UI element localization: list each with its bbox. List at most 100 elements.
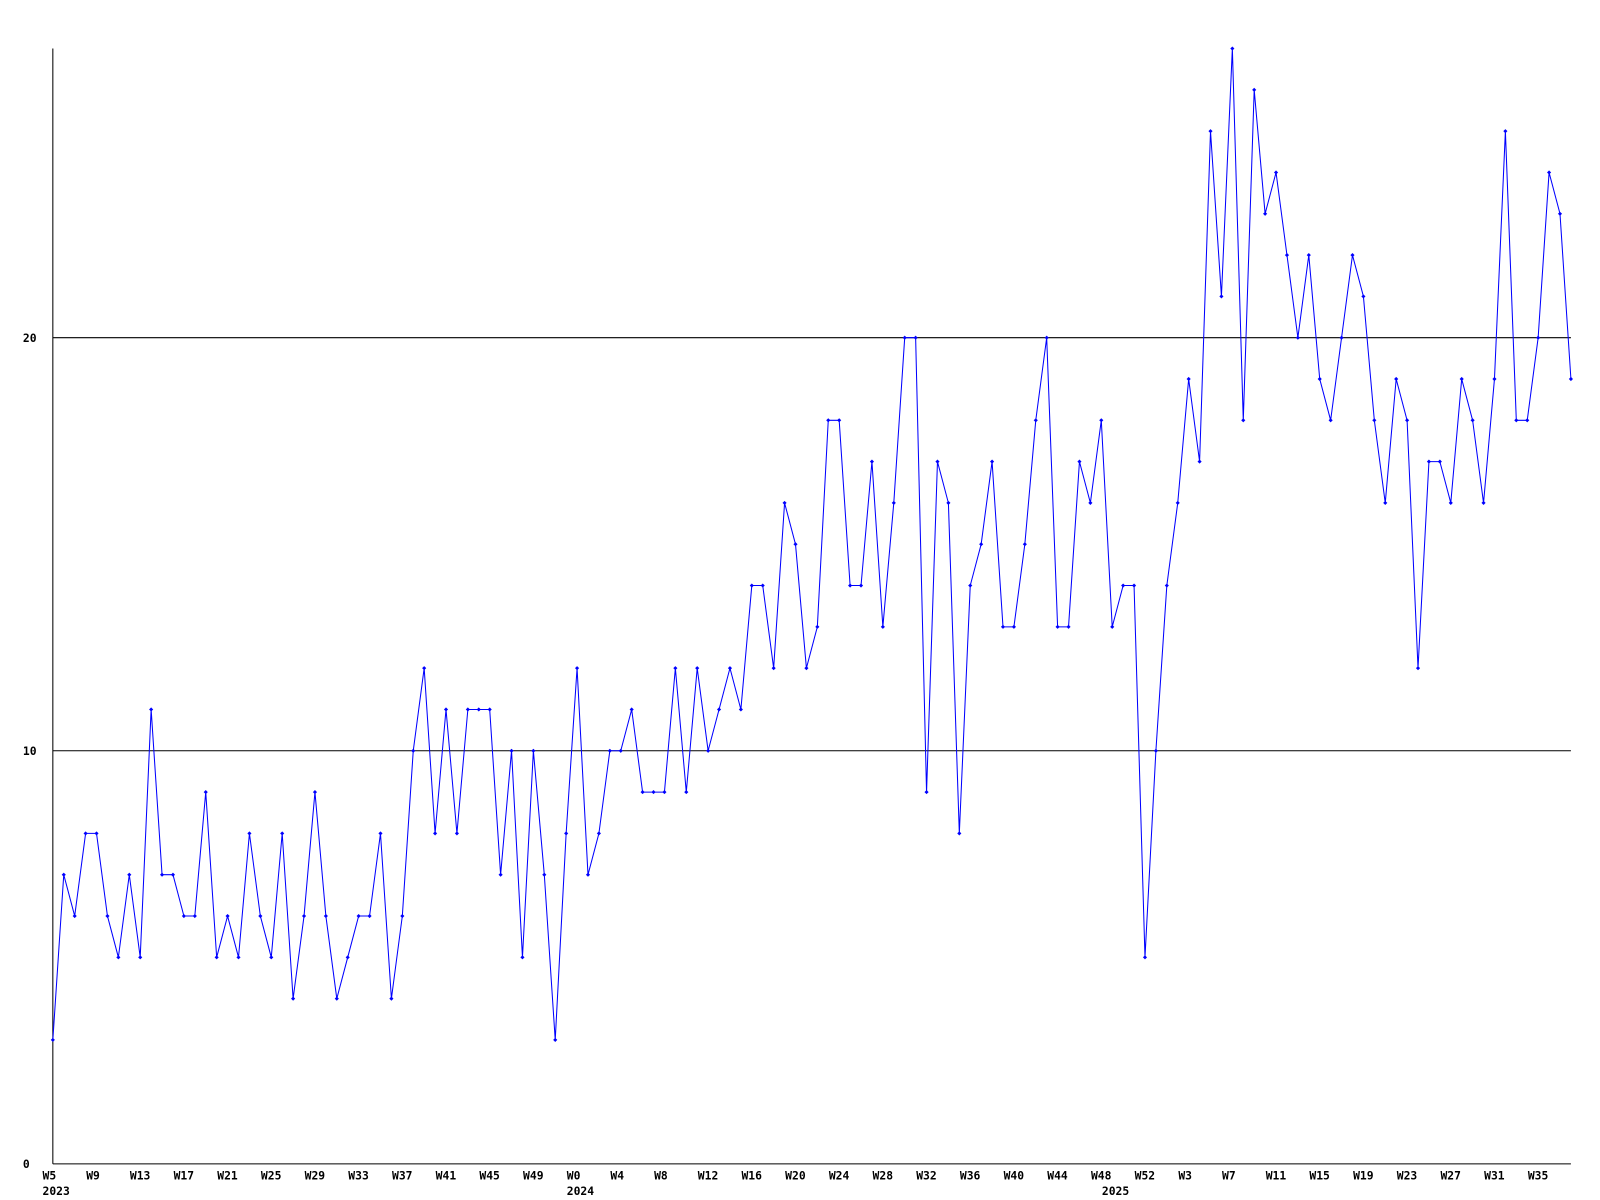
x-tick-label: W12 [698,1168,719,1182]
data-point [433,831,438,836]
data-point [607,748,612,753]
x-tick-label: W45 [479,1168,500,1182]
data-point [443,707,449,712]
data-point [422,666,427,671]
data-point [913,335,918,340]
data-point [1503,129,1508,134]
x-tick-label: W20 [785,1168,806,1182]
data-point [1131,583,1137,588]
data-point [1437,459,1442,464]
x-tick-label: W32 [916,1168,937,1182]
data-point [771,666,776,671]
x-tick-label: W3 [1178,1168,1192,1182]
data-point [214,955,219,960]
data-point [94,831,99,836]
data-point [1121,583,1126,588]
data-point [509,748,514,753]
data-point [662,790,667,795]
data-point [979,542,984,547]
data-point [1175,500,1180,505]
data-point [1394,376,1399,382]
data-point [1547,170,1552,175]
data-point [804,666,809,671]
x-tick-label: W35 [1528,1168,1549,1182]
x-tick-label: W25 [261,1168,282,1182]
data-point [935,459,940,464]
x-tick-label: W4 [610,1168,624,1182]
data-point [520,955,525,960]
data-point [1164,583,1169,588]
data-point [782,500,787,505]
data-point [400,913,405,919]
data-point [946,500,951,505]
data-point [553,1037,558,1042]
data-point [1077,459,1082,464]
data-point [1197,459,1202,464]
data-point [902,335,907,340]
data-point [1186,376,1191,382]
x-tick-label: W36 [960,1168,981,1182]
x-tick-label: W27 [1440,1168,1461,1182]
data-point [575,666,580,671]
x-tick-label: W23 [1397,1168,1418,1182]
data-point [498,872,503,877]
x-tick-label: W8 [654,1168,668,1182]
data-point [236,955,241,960]
data-point [138,955,143,960]
data-point [1492,376,1497,382]
data-point [1000,624,1006,629]
data-point [1208,129,1213,134]
data-point [1066,624,1071,629]
data-point [247,831,252,836]
x-tick-label: W17 [174,1168,194,1182]
data-point [1088,500,1093,505]
data-point [280,831,285,836]
data-point [531,748,536,753]
data-point [716,707,722,712]
data-point [159,872,165,877]
data-point [1415,666,1421,671]
series-line [52,48,1572,1040]
data-point [727,666,733,671]
data-point [1448,500,1453,505]
data-point [1011,624,1016,629]
data-point [542,872,547,877]
y-tick-label: 20 [23,331,37,345]
data-point [312,790,318,795]
data-point [968,583,973,588]
x-tick-label: W15 [1309,1168,1330,1182]
data-point [869,459,875,464]
data-point [749,583,754,588]
data-point [1481,500,1486,505]
data-point [1536,335,1541,340]
year-label: 2024 [567,1184,594,1198]
x-tick-label: W49 [523,1168,544,1182]
x-tick-label: W41 [436,1168,457,1182]
data-point [585,872,591,877]
data-point [1557,211,1563,216]
x-tick-label: W9 [86,1168,100,1182]
data-point [1426,459,1431,464]
y-tick-label: 10 [23,744,37,758]
data-point [880,624,885,629]
data-point [990,459,995,464]
data-point [1459,376,1464,382]
data-point [170,872,176,877]
data-point [684,790,689,795]
data-point [596,831,601,836]
data-point [1568,376,1573,382]
data-point [411,748,416,753]
x-tick-label: W21 [217,1168,238,1182]
data-point [1295,335,1300,340]
data-point [891,500,896,505]
data-point [924,790,929,795]
data-point [1219,294,1224,299]
x-tick-label: W44 [1047,1168,1068,1182]
data-point [465,707,470,712]
data-point [72,913,77,919]
x-tick-label: W16 [741,1168,762,1182]
x-tick-label: W0 [567,1168,581,1182]
x-tick-label: W40 [1004,1168,1025,1182]
data-point [1383,500,1388,505]
data-point [367,913,372,919]
